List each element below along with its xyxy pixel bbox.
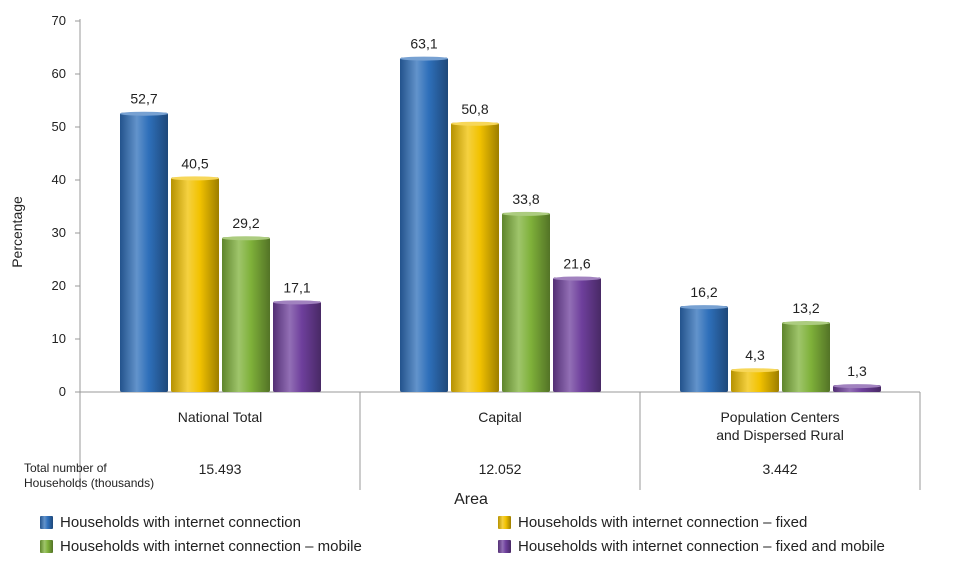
- legend-swatch: [498, 540, 511, 553]
- data-label: 40,5: [181, 155, 208, 171]
- bar-top: [400, 56, 448, 61]
- bar: [273, 301, 321, 392]
- bar-top: [451, 121, 499, 126]
- data-label: 21,6: [563, 256, 590, 272]
- category-label: National Total: [178, 409, 263, 425]
- legend-label: Households with internet connection – fi…: [518, 514, 807, 531]
- y-axis-title: Percentage: [9, 196, 25, 268]
- bar: [120, 112, 168, 392]
- data-label: 13,2: [792, 300, 819, 316]
- bar: [731, 369, 779, 392]
- data-label: 16,2: [690, 284, 717, 300]
- y-tick-label: 0: [59, 384, 66, 399]
- bar: [400, 57, 448, 392]
- bar-top: [502, 211, 550, 216]
- bar-top: [553, 276, 601, 281]
- y-tick-label: 50: [52, 119, 66, 134]
- data-label: 50,8: [461, 101, 488, 117]
- legend-label: Households with internet connection: [60, 514, 301, 531]
- category-label: and Dispersed Rural: [716, 427, 844, 443]
- y-tick-label: 20: [52, 278, 66, 293]
- households-value: 12.052: [479, 461, 522, 477]
- households-row-label: Households (thousands): [24, 476, 154, 490]
- bar-top: [680, 305, 728, 310]
- y-tick-label: 10: [52, 331, 66, 346]
- legend-swatch: [40, 540, 53, 553]
- legend-swatch: [40, 516, 53, 529]
- y-tick-label: 30: [52, 225, 66, 240]
- data-label: 17,1: [283, 279, 310, 295]
- legend-swatch: [498, 516, 511, 529]
- data-label: 29,2: [232, 215, 259, 231]
- households-value: 3.442: [762, 461, 797, 477]
- bar-top: [120, 111, 168, 116]
- y-tick-label: 60: [52, 66, 66, 81]
- households-value: 15.493: [199, 461, 242, 477]
- bar: [680, 306, 728, 392]
- bar: [451, 122, 499, 392]
- bar-top: [171, 176, 219, 181]
- data-label: 52,7: [130, 91, 157, 107]
- y-tick-label: 40: [52, 172, 66, 187]
- category-label: Population Centers: [720, 409, 839, 425]
- bar-top: [273, 300, 321, 305]
- bar-top: [782, 321, 830, 326]
- category-label: Capital: [478, 409, 522, 425]
- bar: [171, 177, 219, 392]
- legend-label: Households with internet connection – mo…: [60, 538, 362, 555]
- data-label: 63,1: [410, 36, 437, 52]
- data-label: 1,3: [847, 363, 867, 379]
- legend-label: Households with internet connection – fi…: [518, 538, 885, 555]
- data-label: 4,3: [745, 347, 765, 363]
- bar: [502, 212, 550, 392]
- bar-top: [833, 384, 881, 389]
- households-row-label: Total number of: [24, 461, 107, 475]
- bar: [553, 277, 601, 392]
- bar-top: [731, 368, 779, 373]
- bar: [782, 322, 830, 392]
- data-label: 33,8: [512, 191, 539, 207]
- bar-top: [222, 236, 270, 241]
- x-axis-title: Area: [454, 491, 488, 508]
- y-tick-label: 70: [52, 13, 66, 28]
- bar: [222, 237, 270, 392]
